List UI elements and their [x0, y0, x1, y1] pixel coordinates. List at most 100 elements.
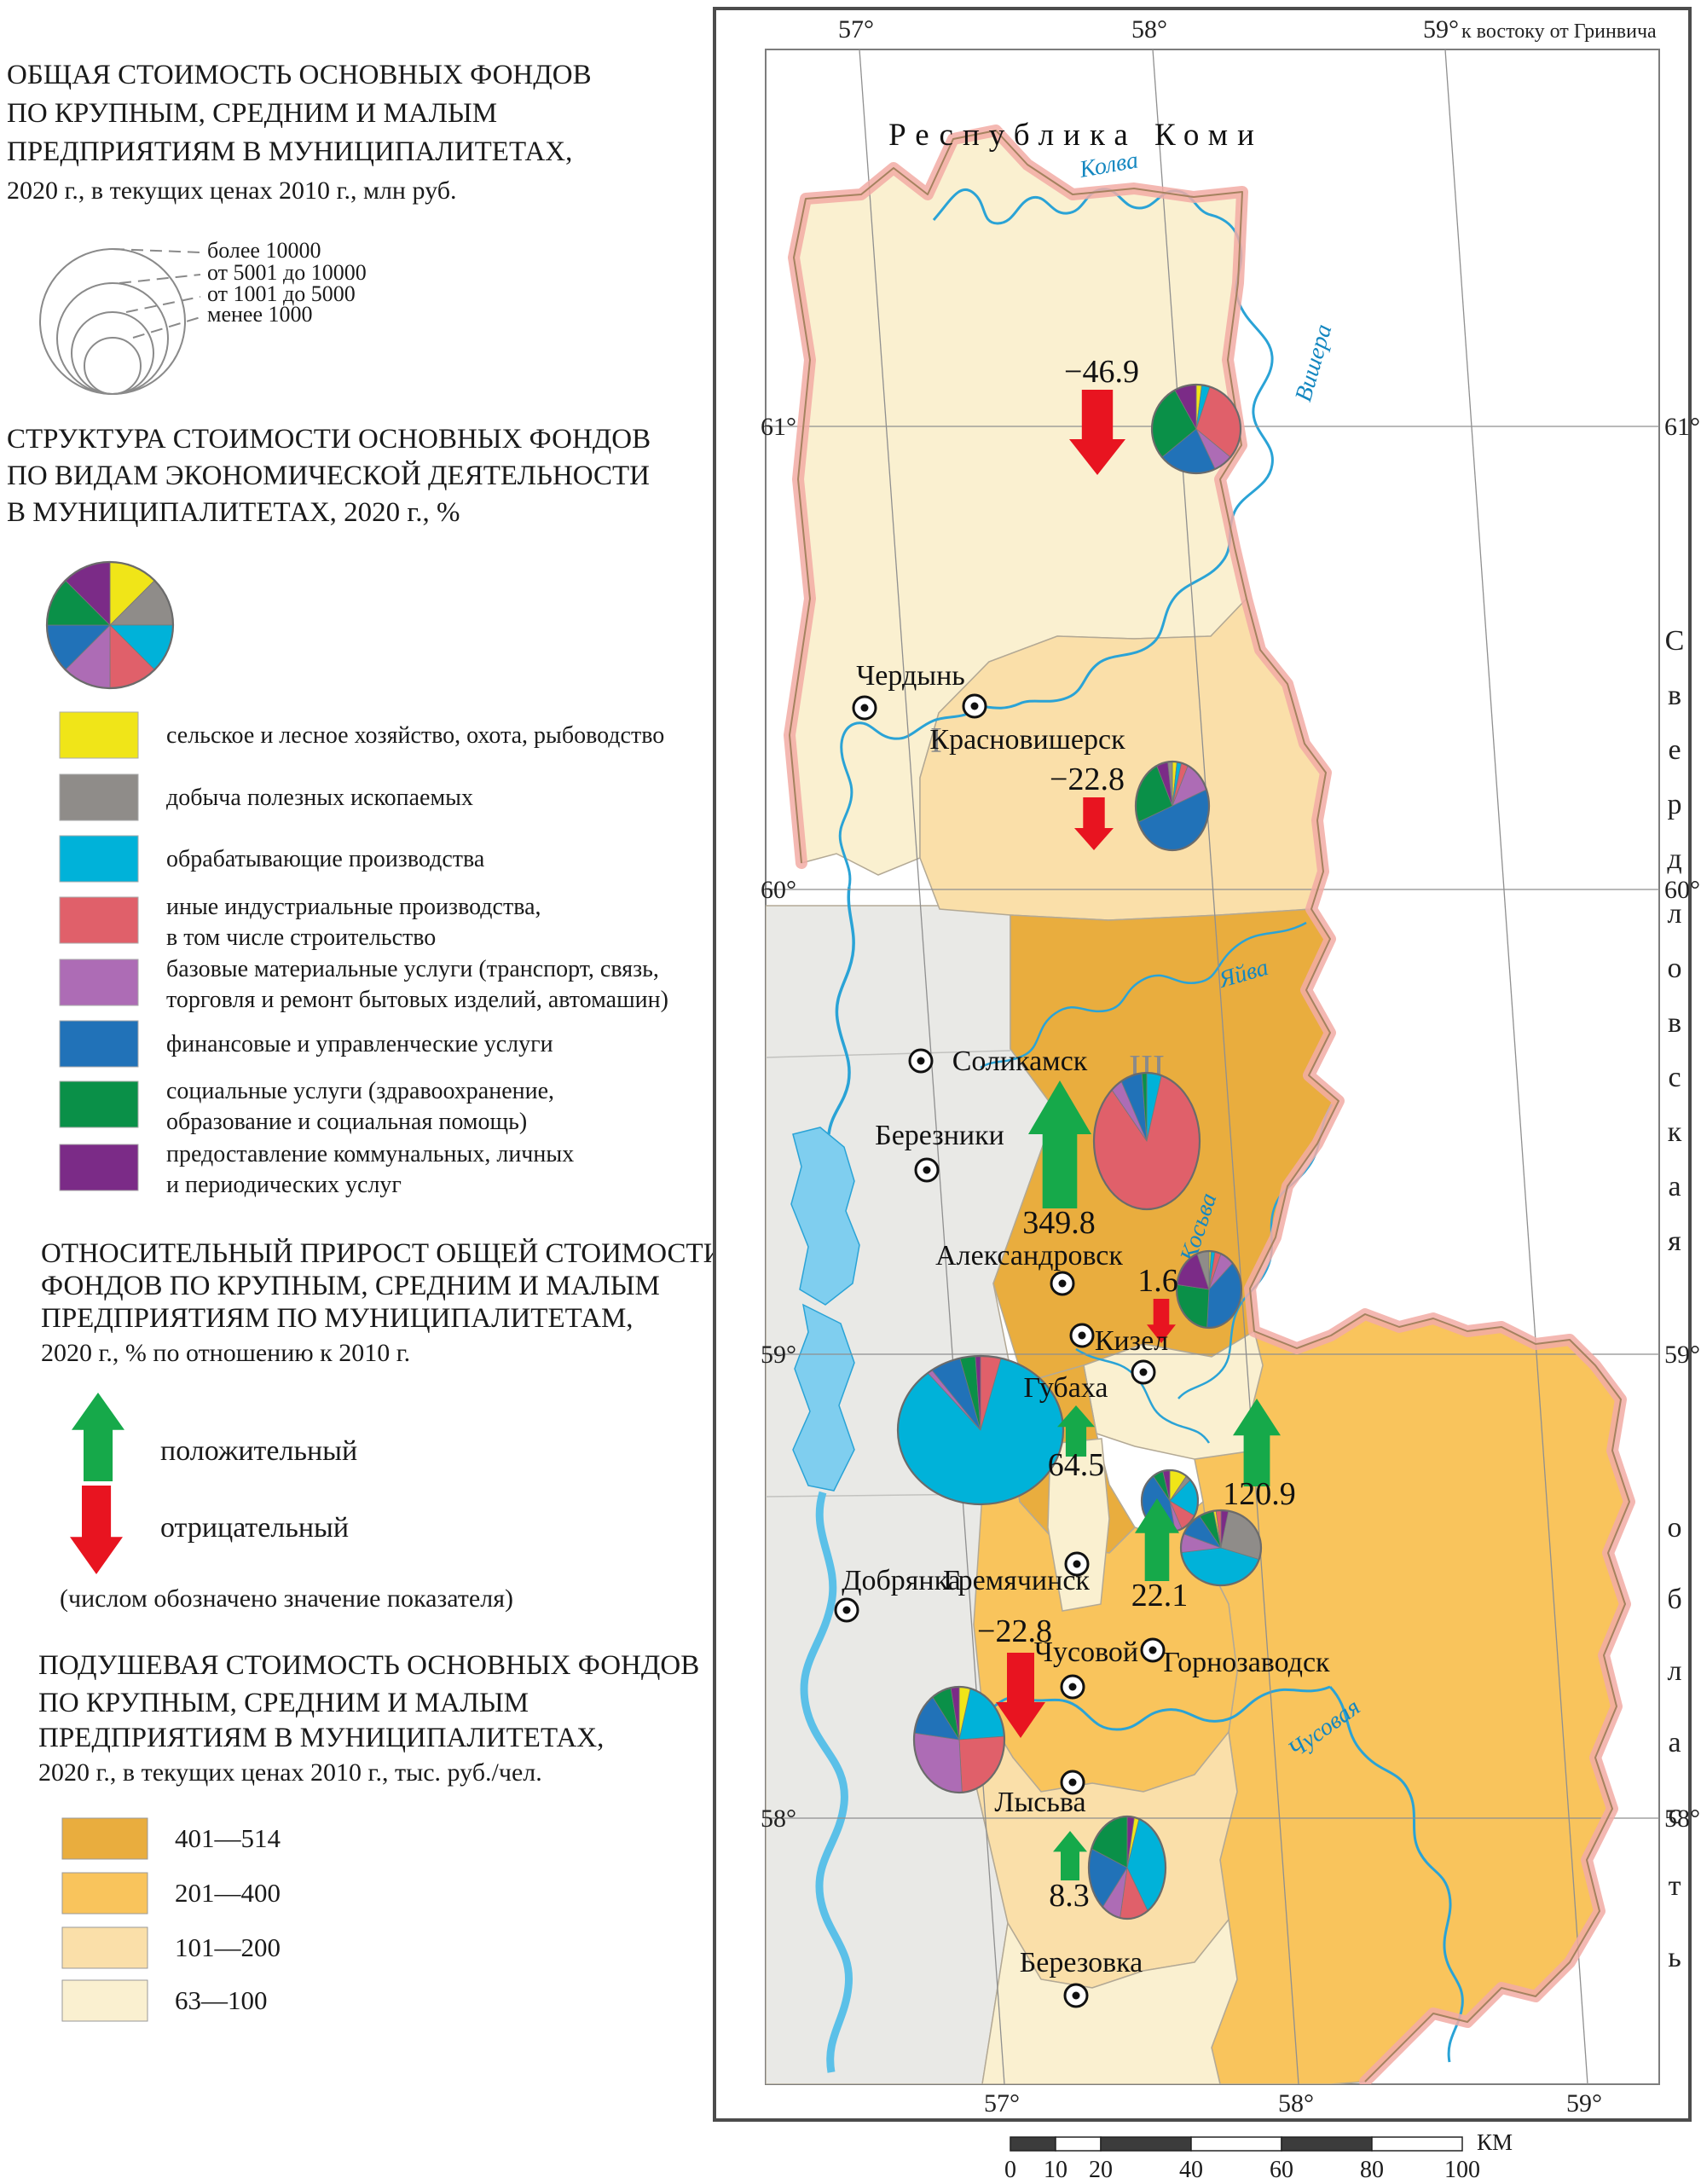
scale-bar-segment [1010, 2136, 1056, 2152]
growth-gubakha: 64.5 [1048, 1405, 1104, 1483]
neighbor-letter: с [1668, 1799, 1681, 1830]
city-gubakha: Губаха [1024, 1359, 1156, 1404]
growth-value: −22.8 [977, 1613, 1052, 1649]
growth-positive-label: положительный [160, 1435, 357, 1467]
capita-label: 101—200 [175, 1932, 281, 1962]
sector-label: образование и социальная помощь) [166, 1109, 527, 1135]
growth-value: 22.1 [1131, 1578, 1189, 1613]
pie-kizel [1175, 1249, 1243, 1330]
city-label: Добрянка [842, 1565, 960, 1596]
pie-outline [1087, 1815, 1167, 1920]
size-leader-3 [125, 296, 201, 313]
map-panel: 57° 58° 59° к востоку от Гринвича 57° 58… [713, 7, 1700, 2183]
neighbor-letter: к [1668, 1116, 1682, 1148]
river-kizel-stream [1075, 1347, 1211, 1444]
growth-down-arrow-icon [1147, 1299, 1176, 1343]
capita-label: 201—400 [175, 1878, 281, 1908]
river-yayva [980, 921, 1307, 1069]
map-pies [896, 383, 1263, 1920]
city-krasnovishersk: Красновишерск [929, 693, 1125, 756]
growth-up-arrow-icon [1028, 1080, 1091, 1208]
neighbor-letter: С [1665, 625, 1685, 657]
pie-outline [896, 1354, 1065, 1506]
growth-note: (числом обозначено значение показателя) [60, 1584, 513, 1613]
scale-bar-segment [1055, 2136, 1102, 2152]
scale-tick-label: 100 [1444, 2157, 1480, 2183]
river-chusovaya-lower [1328, 1685, 1464, 2063]
river-kama-upper [827, 886, 855, 1135]
growth-kizel: 1.6 [1137, 1263, 1178, 1343]
size-leader-2 [119, 274, 201, 284]
sector-label: сельское и лесное хозяйство, охота, рыбо… [166, 722, 664, 749]
example-pie [45, 560, 175, 690]
neighbor-label-komi: Республика Коми [888, 118, 1264, 153]
pie-outline [912, 1685, 1006, 1794]
city-marker-dot [923, 1166, 931, 1174]
swatch-agri [59, 711, 139, 759]
capita-swatch-3 [61, 1926, 148, 1969]
legend-title-growth-line2: ФОНДОВ ПО КРУПНЫМ, СРЕДНИМ И МАЛЫМ [41, 1271, 660, 1301]
growth-up-arrow-icon [1135, 1498, 1179, 1581]
city-marker-dot [1148, 1646, 1157, 1654]
city-dobryanka: Добрянка [834, 1565, 961, 1623]
city-marker-dot [1068, 1778, 1077, 1787]
growth-value: 349.8 [1022, 1205, 1096, 1241]
city-chusovoy: Чусовой [1034, 1637, 1138, 1700]
legend-title-total-line2: ПО КРУПНЫМ, СРЕДНИМ И МАЛЫМ [7, 98, 497, 129]
legend-title-structure: СТРУКТУРА СТОИМОСТИ ОСНОВНЫХ ФОНДОВ [7, 424, 651, 455]
neighbor-letter: с [1668, 1062, 1681, 1093]
scale-tick-label: 0 [1004, 2157, 1016, 2183]
growth-chusovoy: −22.8 [977, 1613, 1052, 1738]
map-arrows: −46.9 −22.8 349.8 1.6 64.5 120.9 22.1 −22.8 8.3 [977, 354, 1296, 1914]
sector-label: обрабатывающие производства [166, 846, 485, 872]
city-marker-dot [1073, 1560, 1081, 1568]
neighbor-letter: о [1668, 1512, 1682, 1544]
size-leader-1 [112, 248, 201, 253]
neighbor-letter: р [1668, 789, 1682, 820]
pie-outline [1179, 1509, 1263, 1587]
growth-aleksandrovsk: 349.8 [1022, 1080, 1096, 1241]
size-circle-1 [39, 248, 186, 395]
sector-label: торговля и ремонт бытовых изделий, автом… [166, 987, 668, 1013]
legend-title-growth-line3: ПРЕДПРИЯТИЯМ ПО МУНИЦИПАЛИТЕТАМ, [41, 1303, 634, 1334]
swatch-other-industry [59, 896, 139, 944]
pie-outline [45, 560, 175, 690]
city-gornozavodsk: Горнозаводск [1140, 1637, 1330, 1678]
meridian-label-top: 57° [838, 15, 874, 43]
parallel-label-left: 61° [761, 413, 796, 441]
roman-numeral: I [930, 721, 942, 761]
size-class-label: от 5001 до 10000 [207, 260, 367, 285]
pie-outline [1134, 760, 1211, 852]
parallel-label-left: 60° [761, 876, 796, 904]
neighbor-letter: л [1668, 1655, 1682, 1687]
scale-tick-label: 80 [1360, 2157, 1384, 2183]
size-circle-4 [84, 337, 142, 395]
district-gremyachinsk [1047, 1438, 1110, 1612]
sector-label: и периодических услуг [166, 1172, 402, 1198]
meridian-label-bottom: 57° [984, 2089, 1020, 2117]
map-cities: Чердынь Красновишерск Соликамск Березники Ал… [834, 660, 1330, 2008]
parallel-label-right: 58° [1664, 1805, 1700, 1833]
city-label: Лысьва [994, 1787, 1085, 1818]
city-marker-dot [1139, 1368, 1148, 1376]
legend-title-capita-line3: ПРЕДПРИЯТИЯМ В МУНИЦИПАЛИТЕТАХ, [38, 1723, 604, 1753]
city-label: Губаха [1024, 1372, 1108, 1404]
neighbor-letter: а [1668, 1727, 1681, 1758]
scale-bar-segment [1100, 2136, 1192, 2152]
swatch-utilities [59, 1144, 139, 1191]
pie-outline [1175, 1249, 1243, 1330]
size-leader-4 [132, 316, 201, 339]
legend-title-capita-sub: 2020 г., в текущих ценах 2010 г., тыс. р… [38, 1758, 542, 1787]
growth-lysva: 8.3 [1049, 1831, 1090, 1914]
growth-value: 1.6 [1137, 1263, 1178, 1299]
parallel-label-left: 59° [761, 1341, 796, 1369]
river-kosva [1177, 1104, 1334, 1399]
meridian-label-bottom: 58° [1278, 2089, 1314, 2117]
city-berezovka: Березовка [1020, 1947, 1143, 2008]
pie-cherdyn [1150, 383, 1242, 475]
growth-gremyachinsk: 120.9 [1223, 1399, 1296, 1512]
city-solikamsk: Соликамск [908, 1046, 1088, 1077]
capita-legend: 401—514 201—400 101—200 63—100 [61, 1817, 281, 2022]
scale-tick-label: 60 [1270, 2157, 1293, 2183]
